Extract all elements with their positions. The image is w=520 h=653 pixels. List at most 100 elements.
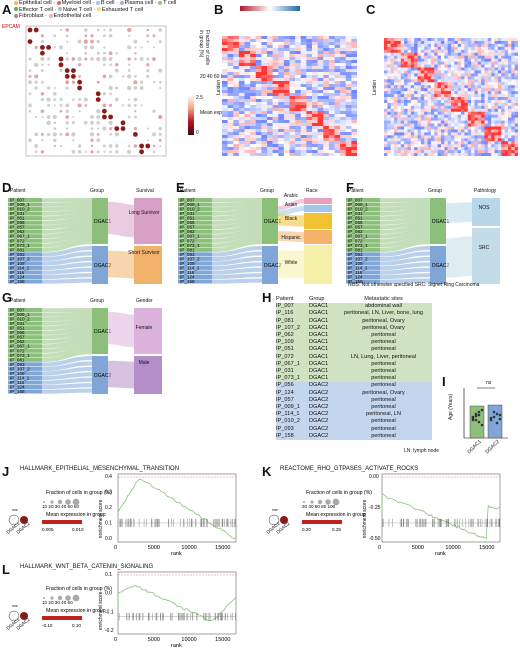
heat-cell [451, 144, 455, 148]
heat-cell [501, 99, 505, 104]
heat-cell [244, 36, 251, 40]
heat-cell [474, 52, 479, 56]
heat-cell [222, 153, 228, 156]
heat-cell [414, 38, 418, 42]
heat-cell [233, 84, 240, 88]
heat-cell [244, 48, 251, 52]
heat-cell [507, 102, 512, 107]
heat-cell [444, 105, 448, 110]
heat-cell [278, 108, 285, 112]
heat-cell [250, 129, 257, 133]
heat-cell [437, 114, 442, 118]
cell-site: peritoneal [371, 375, 396, 382]
patient-box [8, 274, 42, 279]
heat-cell [278, 57, 285, 61]
heat-cell [404, 49, 408, 54]
heat-cell [487, 55, 492, 59]
cell-patient: IP_081 [276, 317, 294, 324]
heat-cell [227, 144, 234, 148]
dot [146, 63, 150, 67]
heat-cell [427, 105, 432, 110]
heat-cell [306, 66, 313, 70]
heat-cell [497, 99, 502, 104]
heat-cell [457, 144, 462, 148]
heat-cell [491, 144, 495, 148]
heat-cell [394, 123, 398, 127]
heat-cell [278, 42, 285, 46]
heat-cell [504, 52, 509, 56]
heat-cell [289, 60, 296, 64]
heat-cell [261, 96, 268, 100]
heat-cell [255, 96, 262, 100]
heat-cell [451, 97, 455, 101]
heat-cell [420, 76, 425, 80]
dot [96, 138, 101, 143]
patient-label: IP_124 [10, 274, 25, 279]
heat-cell [278, 48, 285, 52]
heat-cell [295, 135, 302, 139]
dot [64, 68, 70, 73]
cell-patient: IP_072 [276, 353, 294, 360]
heat-cell [507, 97, 512, 101]
heat-cell [501, 126, 505, 130]
heat-cell [244, 69, 251, 73]
heat-cell [238, 111, 245, 115]
heat-cell [404, 132, 408, 136]
heat-cell [394, 150, 398, 154]
heat-cell [334, 39, 341, 43]
heat-cell [444, 111, 448, 115]
heat-cell [501, 67, 505, 71]
heat-cell [484, 144, 489, 148]
patient-box [178, 265, 212, 270]
dot [95, 97, 101, 102]
heat-cell [312, 141, 318, 145]
heat-cell [250, 87, 257, 91]
heat-cell [261, 66, 268, 70]
heat-cell [481, 102, 485, 107]
cell-patient: IP_010_2 [276, 418, 300, 425]
heat-cell [467, 43, 472, 48]
heat-cell [384, 126, 388, 130]
heat-cell [323, 99, 330, 103]
heat-cell [390, 132, 395, 136]
heat-cell [397, 67, 402, 71]
sankey-link [277, 250, 305, 279]
heat-cell [272, 108, 279, 112]
heat-cell [278, 75, 285, 79]
patient-box [178, 261, 212, 266]
heat-cell [289, 108, 296, 112]
heat-cell [317, 39, 324, 43]
dot [47, 63, 50, 67]
heat-cell [312, 96, 318, 100]
patient-label: IP_031 [10, 211, 25, 216]
heat-cell [511, 40, 515, 45]
heat-cell [430, 129, 435, 133]
heat-cell [501, 46, 505, 51]
heat-cell [467, 52, 472, 56]
patient-box [346, 256, 380, 261]
heat-cell [312, 111, 318, 115]
group-label-dgac1: DGAC1 [94, 329, 111, 335]
dot [152, 57, 156, 61]
heat-cell [497, 102, 502, 107]
heat-cell [451, 141, 455, 145]
gender-female: Female [135, 325, 153, 331]
heat-cell [267, 78, 273, 82]
heat-cell [244, 96, 251, 100]
dot [83, 39, 88, 44]
heat-cell [484, 120, 489, 124]
heat-cell [417, 102, 422, 107]
dot [47, 57, 51, 61]
sankey-link [41, 355, 93, 367]
heat-cell [430, 147, 435, 151]
heat-cell [390, 123, 395, 127]
heat-cell [345, 138, 352, 142]
dot [53, 98, 57, 102]
heat-cell [289, 36, 296, 40]
heat-cell [491, 55, 495, 59]
heat-cell [497, 88, 502, 92]
heat-cell [407, 82, 412, 86]
mini-dot-a [268, 514, 280, 526]
group-box-dgac1 [92, 308, 108, 354]
heat-cell [454, 79, 458, 83]
